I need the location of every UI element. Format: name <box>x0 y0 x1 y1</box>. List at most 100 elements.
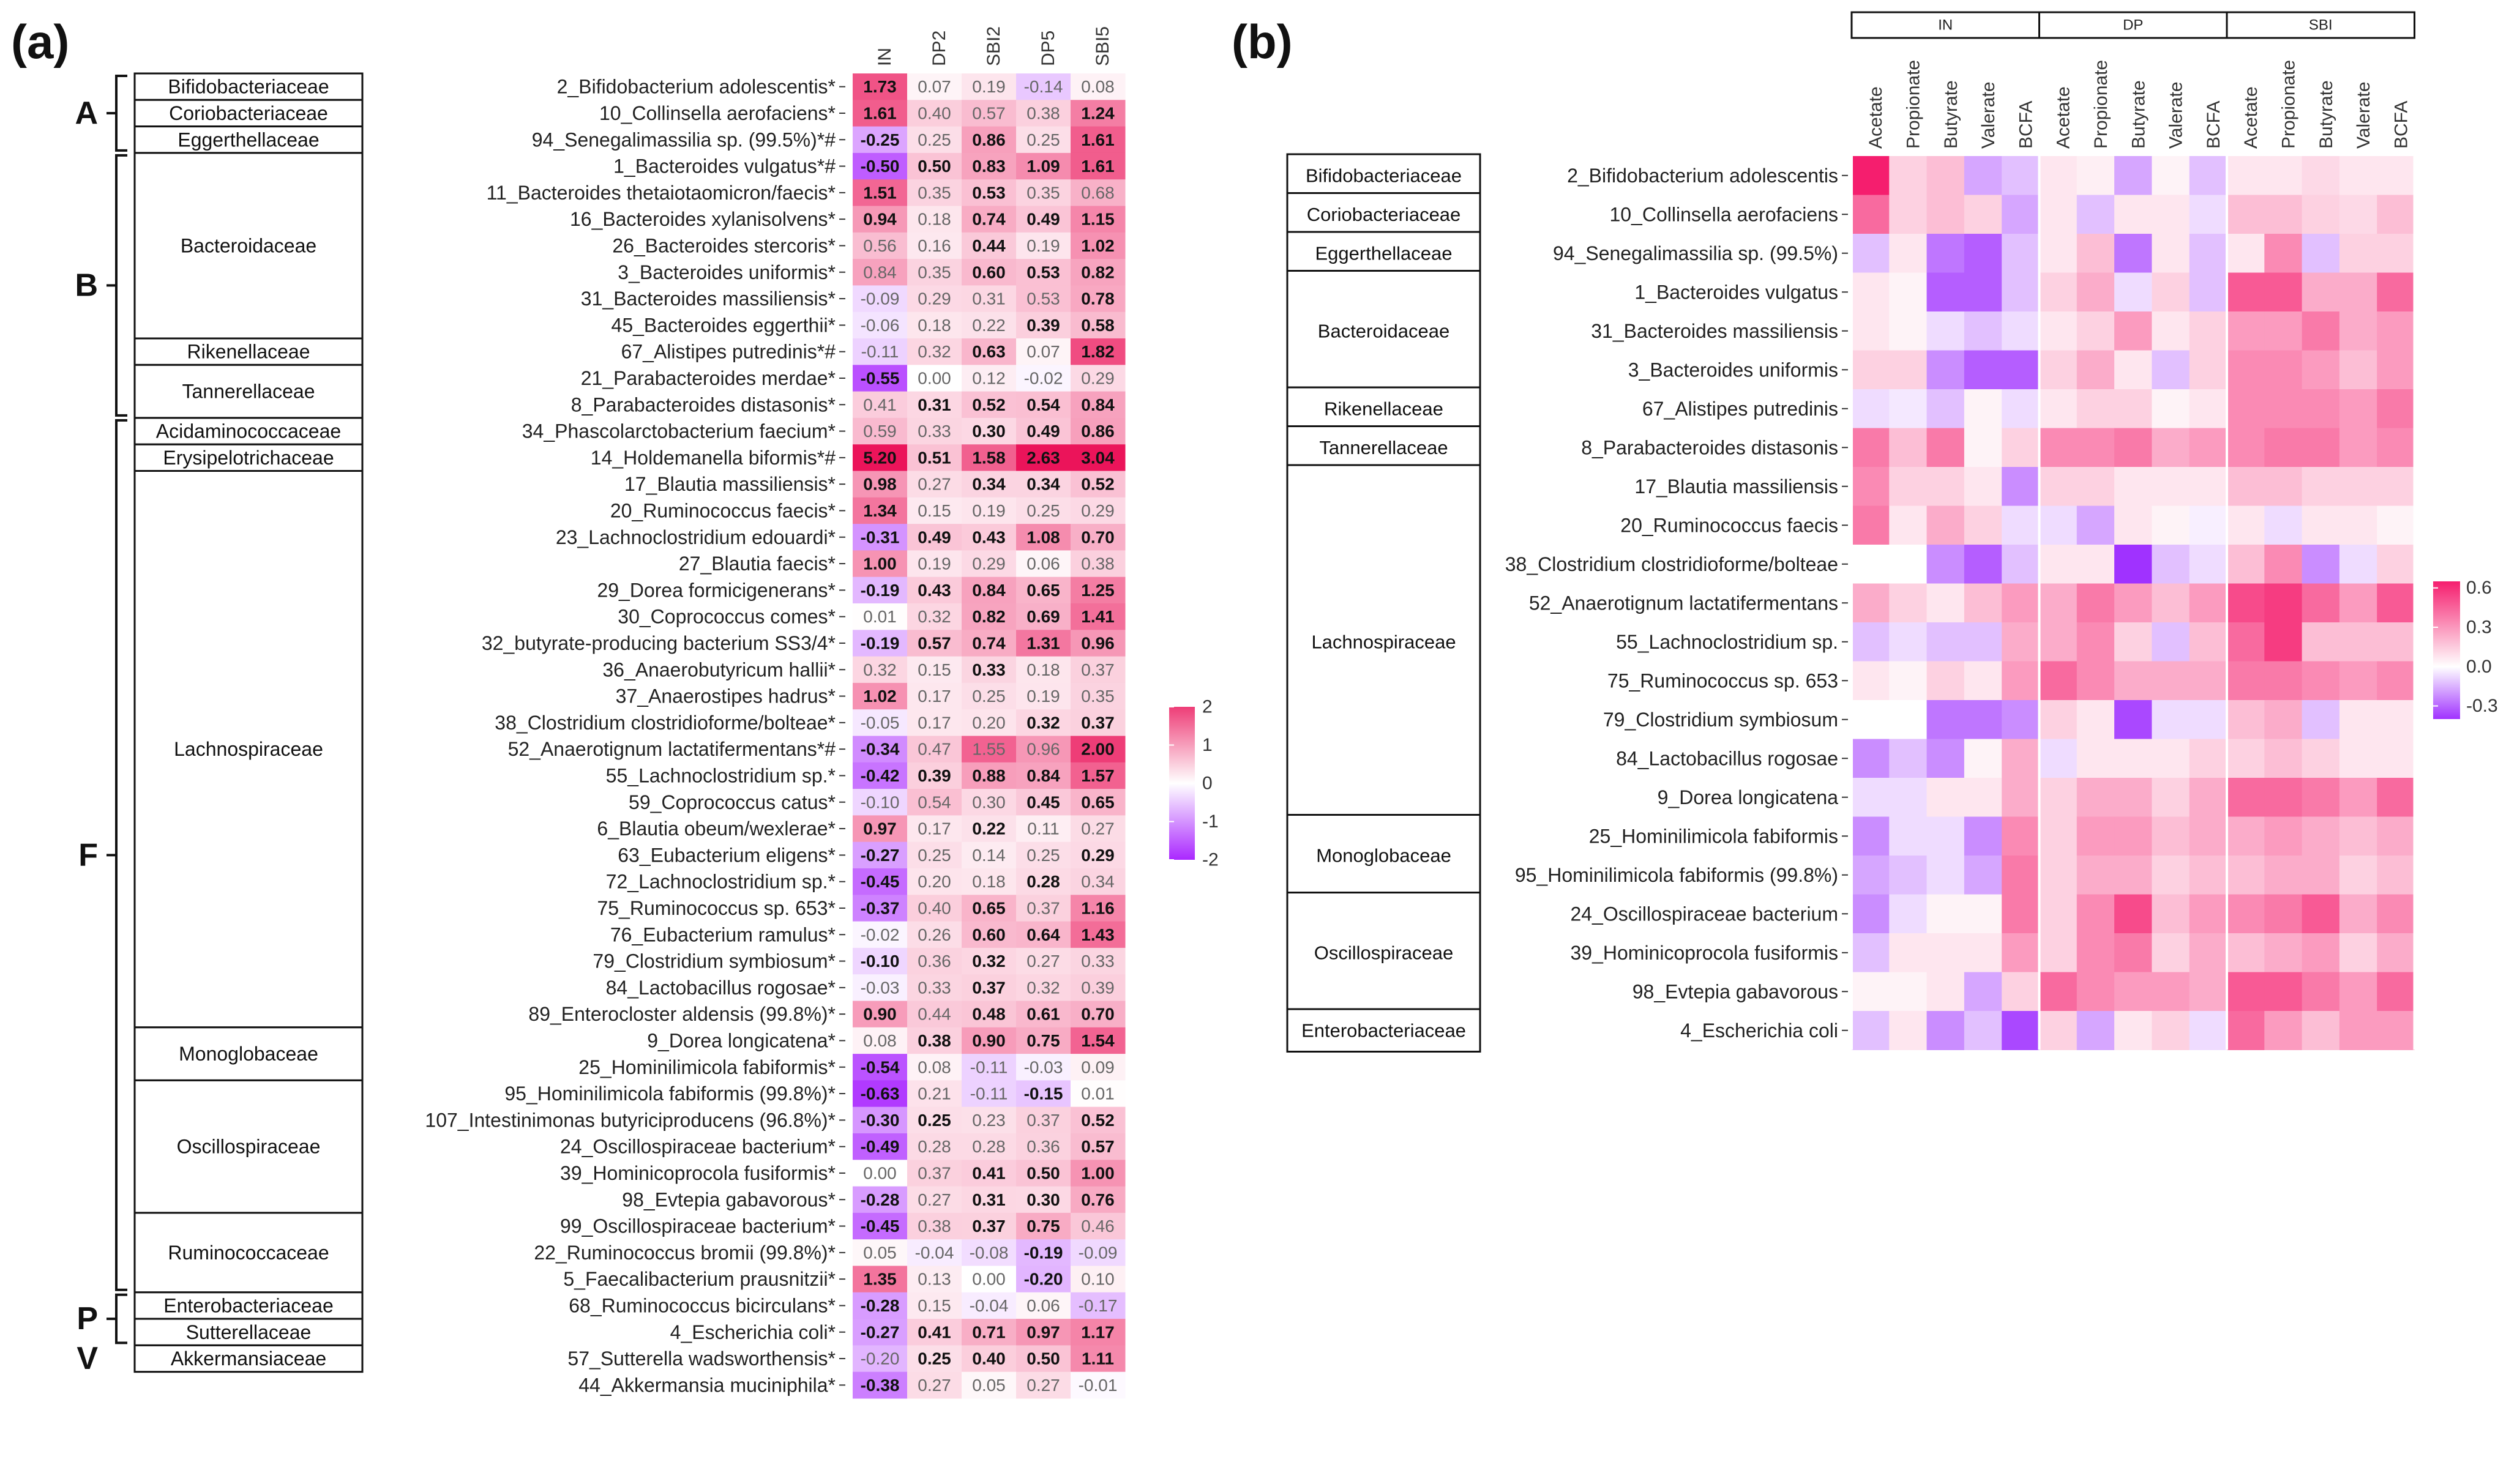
heatmap-cell <box>2377 350 2415 390</box>
row-label: 94_Senegalimassilia sp. (99.5%)*# <box>532 129 836 151</box>
cell-value: 1.25 <box>1081 581 1115 600</box>
cell-value: 0.20 <box>918 872 951 891</box>
cell-value: 2.00 <box>1081 740 1115 759</box>
heatmap-cell <box>2039 778 2078 817</box>
cell-value: 0.00 <box>972 1270 1006 1289</box>
cell-value: 0.46 <box>1081 1217 1115 1236</box>
heatmap-cell <box>1926 933 1965 972</box>
heatmap-cell <box>1016 1266 1071 1293</box>
heatmap-cell <box>1016 630 1071 657</box>
heatmap-cell <box>1964 583 2002 623</box>
cell-value: 0.90 <box>972 1031 1006 1050</box>
heatmap-cell <box>2152 661 2190 701</box>
heatmap-cell <box>1926 428 1965 468</box>
heatmap-cell <box>2264 545 2303 584</box>
row-label: 1_Bacteroides vulgatus*# <box>613 155 836 177</box>
heatmap-cell <box>853 179 908 206</box>
heatmap-cell <box>907 895 962 922</box>
heatmap-cell <box>1071 444 1126 471</box>
cell-value: 0.27 <box>918 475 951 494</box>
heatmap-cell <box>907 1292 962 1319</box>
cell-value: 1.41 <box>1081 607 1115 626</box>
heatmap-cell <box>907 1133 962 1160</box>
heatmap-cell <box>1071 1292 1126 1319</box>
heatmap-cell <box>2039 545 2078 584</box>
heatmap-cell <box>2302 234 2340 273</box>
family-box <box>133 72 364 101</box>
heatmap-cell <box>2152 234 2190 273</box>
cell-value: 0.88 <box>972 766 1006 785</box>
heatmap-cell <box>1071 497 1126 524</box>
heatmap-cell <box>907 603 962 630</box>
heatmap-cell <box>907 179 962 206</box>
heatmap-cell <box>907 1212 962 1240</box>
row-5: 3_Bacteroides uniformis <box>1628 350 2415 390</box>
heatmap-cell <box>1889 778 1928 817</box>
row-label: 107_Intestinimonas butyriciproducens (96… <box>425 1109 836 1131</box>
column-header: BCFA <box>2204 101 2224 149</box>
row-7: 8_Parabacteroides distasonis <box>1581 428 2415 468</box>
row-46: 68_Ruminococcus bicirculans* -0.28 0.15 -0.… <box>569 1292 1126 1319</box>
heatmap-cell <box>1016 1186 1071 1214</box>
heatmap-cell <box>962 73 1017 100</box>
cell-value: -0.63 <box>861 1084 900 1103</box>
group-label: DP <box>2123 17 2143 34</box>
row-label: 52_Anaerotignum lactatifermentans <box>1529 592 1838 614</box>
heatmap-cell <box>1016 206 1071 233</box>
legend-tick-label: 0 <box>1202 774 1213 794</box>
heatmap-cell <box>853 1054 908 1081</box>
cell-value: 0.34 <box>1027 475 1060 494</box>
heatmap-cell <box>2264 467 2303 506</box>
phylum-bracket <box>115 75 127 152</box>
heatmap-cell <box>2302 545 2340 584</box>
heatmap-cell <box>2076 622 2115 662</box>
heatmap-cell <box>962 1054 1017 1081</box>
group-label: IN <box>1938 17 1953 34</box>
cell-value: 1.54 <box>1081 1031 1115 1050</box>
column-header: Butyrate <box>2316 80 2336 149</box>
heatmap-cell <box>2076 195 2115 234</box>
cell-value: 0.05 <box>863 1243 897 1262</box>
cell-value: -0.27 <box>861 846 900 865</box>
cell-value: 0.15 <box>918 1296 951 1315</box>
heatmap-cell <box>853 73 908 100</box>
cell-value: -0.19 <box>861 633 900 652</box>
heatmap-cell <box>1071 1054 1126 1081</box>
family-box <box>1286 270 1481 392</box>
heatmap-cell <box>2152 583 2190 623</box>
row-40: 24_Oscillospiraceae bacterium* -0.49 0.28 0… <box>560 1133 1126 1160</box>
heatmap-cell <box>907 736 962 763</box>
heatmap-cell <box>2076 894 2115 934</box>
heatmap-cell <box>853 471 908 498</box>
cell-value: 0.18 <box>918 210 951 229</box>
cell-value: 1.61 <box>863 103 897 122</box>
heatmap-cell <box>853 841 908 869</box>
heatmap-cell <box>2227 350 2265 390</box>
heatmap-cell <box>1071 789 1126 816</box>
cell-value: 2.63 <box>1027 448 1060 467</box>
phylum-label: P <box>77 1301 98 1337</box>
cell-value: 0.49 <box>918 528 951 546</box>
heatmap-cell <box>2114 778 2152 817</box>
heatmap-cell <box>1016 550 1071 578</box>
heatmap-cell <box>907 497 962 524</box>
heatmap-cell <box>1964 739 2002 778</box>
heatmap-cell <box>2264 778 2303 817</box>
heatmap-cell <box>1964 311 2002 351</box>
heatmap-cell <box>853 311 908 339</box>
heatmap-cell <box>2227 816 2265 856</box>
heatmap-cell <box>1071 259 1126 286</box>
cell-value: 1.31 <box>1027 633 1060 652</box>
row-label: 11_Bacteroides thetaiotaomicron/faecis* <box>487 182 836 204</box>
legend-tick-label: 2 <box>1202 697 1213 717</box>
cell-value: 0.37 <box>1081 660 1115 679</box>
heatmap-cell <box>2302 1011 2340 1050</box>
row-21: 32_butyrate-producing bacterium SS3/4* -0… <box>482 630 1126 657</box>
cell-value: 1.17 <box>1081 1322 1115 1341</box>
column-header: Propionate <box>1903 60 1923 149</box>
cell-value: -0.27 <box>861 1322 900 1341</box>
cell-value: 0.19 <box>1027 687 1060 706</box>
heatmap-cell <box>907 550 962 578</box>
row-38: 95_Hominilimicola fabiformis (99.8%)* -0.… <box>504 1080 1126 1108</box>
heatmap-cell <box>2114 739 2152 778</box>
